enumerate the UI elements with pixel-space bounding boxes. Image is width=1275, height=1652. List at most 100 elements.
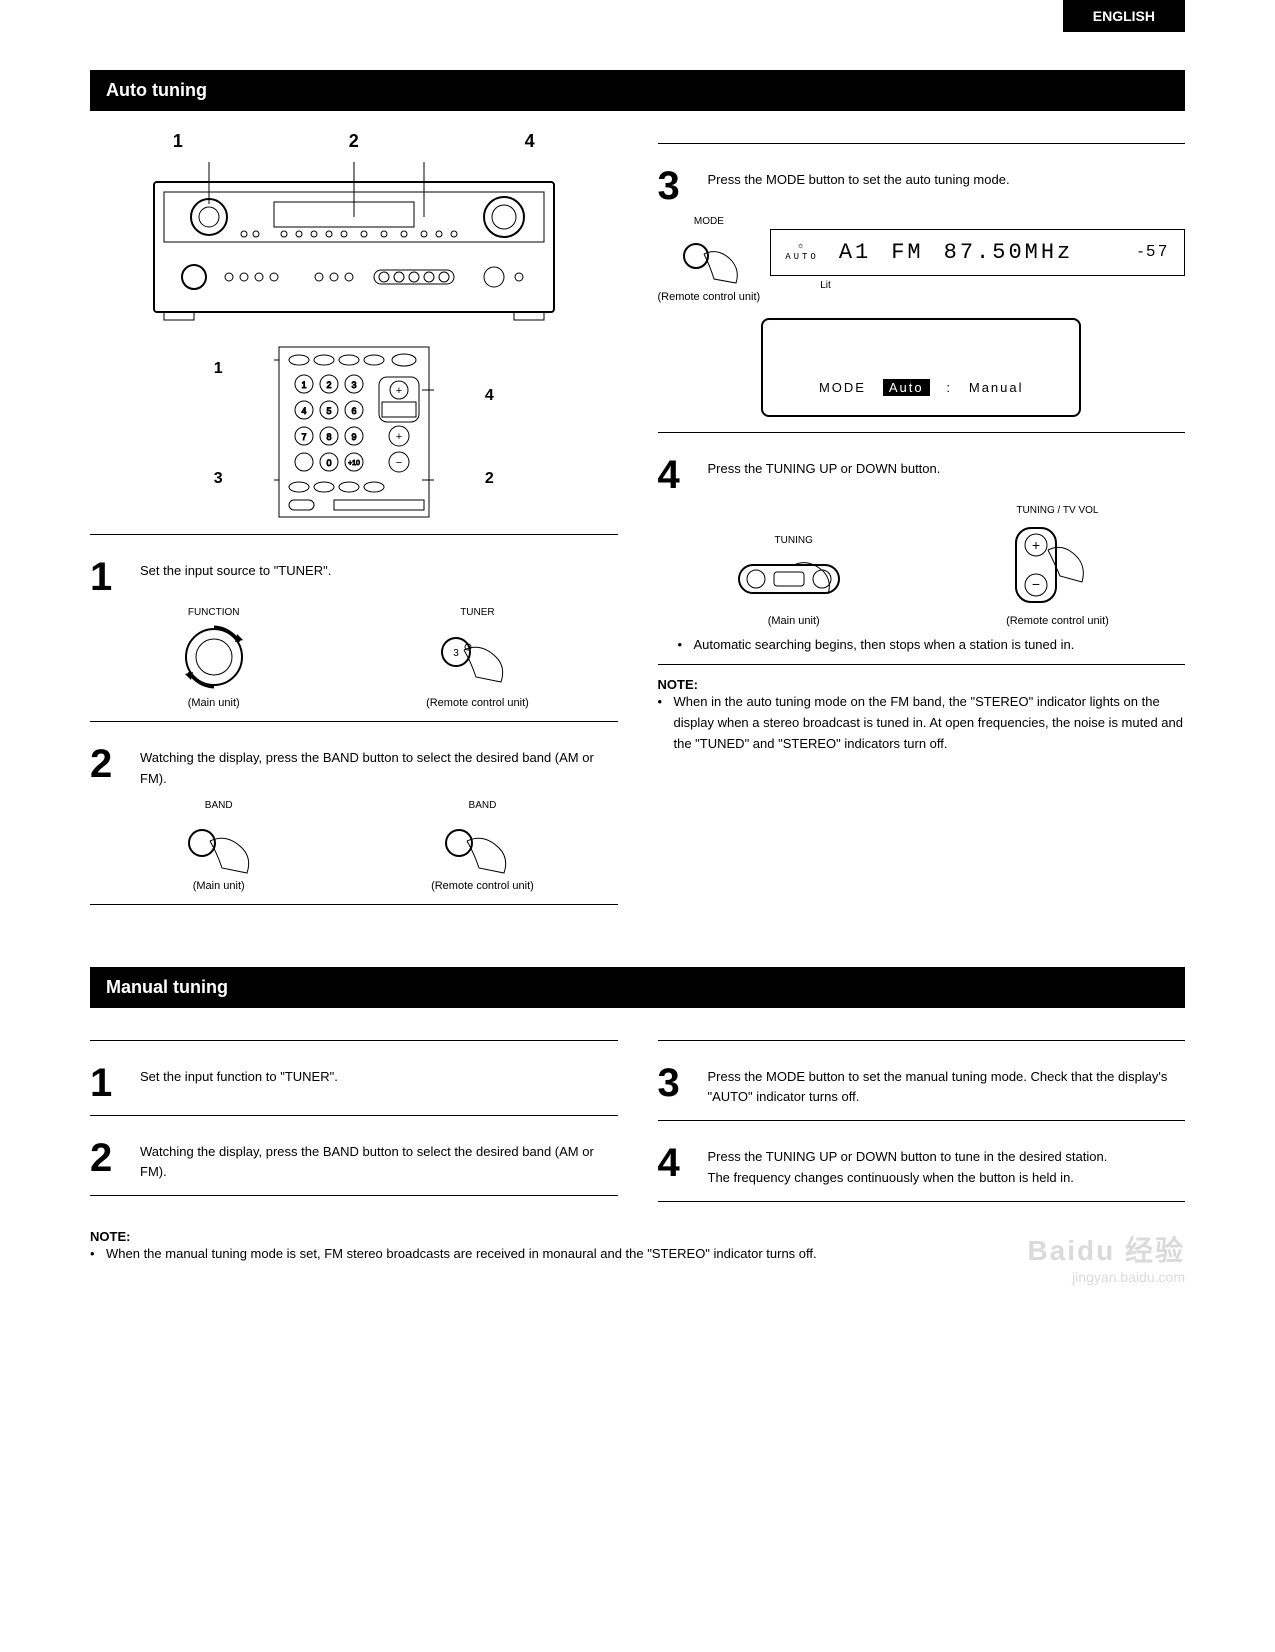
divider — [90, 1040, 618, 1041]
svg-text:1: 1 — [301, 380, 306, 390]
display-preset: A1 — [839, 240, 871, 265]
display-freq: 87.50MHz — [944, 240, 1074, 265]
svg-text:7: 7 — [301, 432, 306, 442]
band-label: BAND — [431, 800, 534, 811]
watermark-url: jingyan.baidu.com — [1027, 1269, 1185, 1285]
divider — [90, 904, 618, 905]
manual-step-2: 2 Watching the display, press the BAND b… — [90, 1128, 618, 1184]
divider — [658, 664, 1186, 665]
svg-text:+: + — [396, 385, 402, 397]
band-label: BAND — [174, 800, 264, 811]
caption-main: (Main unit) — [179, 697, 249, 709]
step-text: Press the TUNING UP or DOWN button to tu… — [708, 1143, 1186, 1189]
divider — [658, 1201, 1186, 1202]
function-knob-icon — [179, 622, 249, 692]
caption-remote: (Remote control unit) — [426, 697, 529, 709]
mode-label: MODE — [658, 216, 761, 227]
tuning-vol-label: TUNING / TV VOL — [1006, 505, 1109, 516]
band-button-press-icon — [431, 815, 521, 875]
svg-text:8: 8 — [326, 432, 331, 442]
step-number: 1 — [90, 557, 120, 597]
svg-text:4: 4 — [301, 406, 306, 416]
svg-text:6: 6 — [351, 406, 356, 416]
ref-label: 2 — [485, 470, 494, 488]
note-manual-text: When the manual tuning mode is set, FM s… — [106, 1244, 817, 1265]
divider — [90, 1115, 618, 1116]
ref-label: 1 — [214, 360, 223, 378]
divider — [658, 143, 1186, 144]
step-text: Press the TUNING UP or DOWN button. — [708, 455, 1186, 495]
divider — [90, 534, 618, 535]
mode-button-press-icon — [674, 231, 744, 286]
svg-text:+10: +10 — [348, 460, 360, 467]
note-auto-text: When in the auto tuning mode on the FM b… — [674, 692, 1186, 754]
mode-prefix: MODE — [819, 380, 866, 395]
tuning-panel-icon — [734, 550, 854, 610]
ref-label: 4 — [525, 131, 535, 152]
svg-text:−: − — [396, 457, 402, 469]
step-text: Press the MODE button to set the auto tu… — [708, 166, 1186, 206]
svg-text:2: 2 — [326, 380, 331, 390]
caption-main: (Main unit) — [174, 880, 264, 892]
bullet-icon: • — [658, 692, 668, 754]
divider — [90, 721, 618, 722]
step-number: 3 — [658, 166, 688, 206]
auto-indicator: AUTO — [785, 253, 819, 262]
ref-label: 2 — [349, 131, 359, 152]
step-number: 2 — [90, 744, 120, 790]
watermark-brand: Baidu 经验 — [1027, 1229, 1185, 1269]
caption-remote: (Remote control unit) — [431, 880, 534, 892]
step-number: 3 — [658, 1063, 688, 1109]
divider — [658, 1040, 1186, 1041]
step-2: 2 Watching the display, press the BAND b… — [90, 734, 618, 790]
frequency-display: ☼ AUTO A1 FM 87.50MHz -57 — [770, 229, 1185, 276]
step4-bullet-text: Automatic searching begins, then stops w… — [694, 637, 1075, 652]
ref-label: 1 — [173, 131, 183, 152]
step-number: 4 — [658, 1143, 688, 1189]
divider — [90, 1195, 618, 1196]
step-1: 1 Set the input source to "TUNER". — [90, 547, 618, 597]
note-label: NOTE: — [90, 1229, 1185, 1244]
mode-auto-selected: Auto — [883, 379, 930, 396]
section-header-manual: Manual tuning — [90, 967, 1185, 1008]
caption-main: (Main unit) — [734, 615, 854, 627]
manual-step-3: 3 Press the MODE button to set the manua… — [658, 1053, 1186, 1109]
mode-selection-box: MODE Auto : Manual — [761, 318, 1081, 417]
function-label: FUNCTION — [179, 607, 249, 618]
step-text: Watching the display, press the BAND but… — [140, 1138, 618, 1184]
tuner-button-press-icon: 3 — [426, 622, 516, 692]
svg-text:+: + — [1032, 537, 1040, 553]
mode-manual: Manual — [969, 380, 1024, 395]
step-number: 1 — [90, 1063, 120, 1103]
mode-sep: : — [946, 380, 952, 395]
ref-label: 4 — [485, 387, 494, 405]
manual-step-4: 4 Press the TUNING UP or DOWN button to … — [658, 1133, 1186, 1189]
step-text: Watching the display, press the BAND but… — [140, 744, 618, 790]
ref-label: 3 — [214, 470, 223, 488]
language-tab: ENGLISH — [1063, 0, 1185, 32]
lit-caption: Lit — [820, 280, 1185, 291]
svg-text:3: 3 — [453, 648, 459, 659]
step-3: 3 Press the MODE button to set the auto … — [658, 156, 1186, 206]
manual-step-1: 1 Set the input function to "TUNER". — [90, 1053, 618, 1103]
bullet-icon: • — [678, 637, 688, 652]
receiver-diagram — [144, 162, 564, 332]
reference-labels-top: 1 2 4 — [90, 131, 618, 152]
step-text: Set the input function to "TUNER". — [140, 1063, 618, 1103]
tuning-label: TUNING — [734, 535, 854, 546]
svg-text:9: 9 — [351, 432, 356, 442]
step-number: 2 — [90, 1138, 120, 1184]
step-number: 4 — [658, 455, 688, 495]
svg-text:3: 3 — [351, 380, 356, 390]
svg-text:0: 0 — [326, 458, 331, 468]
display-band: FM — [891, 240, 923, 265]
section-header-auto: Auto tuning — [90, 70, 1185, 111]
watermark: Baidu 经验 jingyan.baidu.com — [1027, 1229, 1185, 1285]
tuning-vol-buttons-icon: +− — [1006, 520, 1096, 610]
remote-diagram: 1 2 3 4 5 6 7 8 9 0 +10 — [274, 342, 434, 522]
caption-remote: (Remote control unit) — [1006, 615, 1109, 627]
svg-text:−: − — [1032, 576, 1040, 592]
step-text: Press the MODE button to set the manual … — [708, 1063, 1186, 1109]
divider — [658, 432, 1186, 433]
divider — [658, 1120, 1186, 1121]
